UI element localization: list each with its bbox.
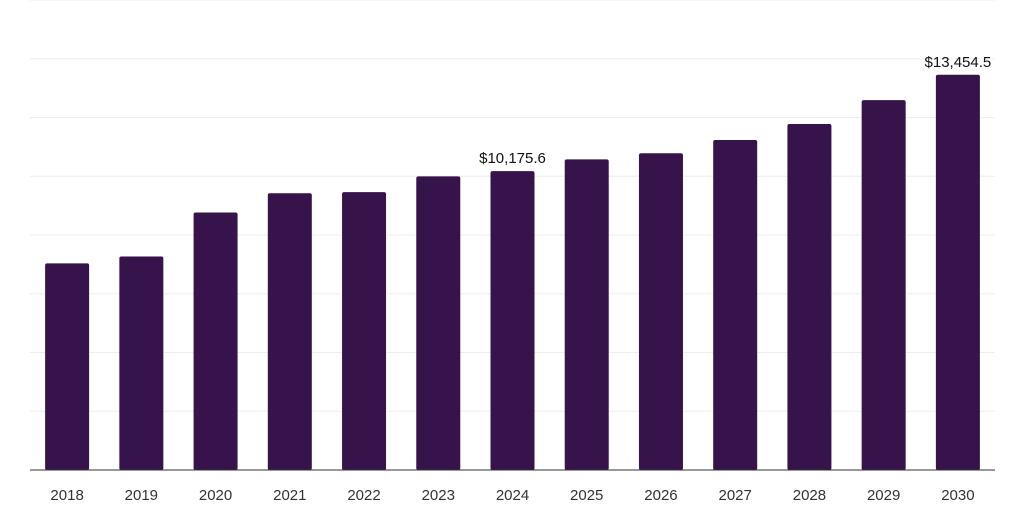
bar-2030[interactable] — [935, 74, 980, 471]
x-tick-label-2021: 2021 — [273, 487, 306, 504]
x-tick-label-2026: 2026 — [644, 487, 677, 504]
bars — [45, 74, 980, 471]
bar-2023[interactable] — [416, 176, 461, 470]
bar-2027[interactable] — [713, 140, 758, 470]
x-tick-label-2022: 2022 — [347, 487, 380, 504]
bar-2029[interactable] — [861, 100, 906, 470]
bar-2019[interactable] — [119, 256, 164, 470]
data-label-2024: $10,175.6 — [479, 150, 546, 167]
bar-2020[interactable] — [193, 212, 238, 470]
x-tick-label-2025: 2025 — [570, 487, 603, 504]
bar-2021[interactable] — [267, 193, 312, 470]
x-tick-label-2024: 2024 — [496, 487, 529, 504]
x-tick-label-2019: 2019 — [125, 487, 158, 504]
bar-2018[interactable] — [45, 263, 90, 470]
x-tick-label-2030: 2030 — [941, 487, 974, 504]
data-label-2030: $13,454.5 — [925, 54, 992, 71]
x-tick-label-2027: 2027 — [719, 487, 752, 504]
bar-2026[interactable] — [638, 153, 683, 470]
x-tick-label-2020: 2020 — [199, 487, 232, 504]
data-labels: $10,175.6 $13,454.5 — [479, 54, 991, 167]
x-tick-label-2018: 2018 — [50, 487, 83, 504]
x-axis-ticks: 2018 2019 2020 2021 2022 2023 2024 2025 2026 2027… — [50, 487, 974, 504]
x-tick-label-2029: 2029 — [867, 487, 900, 504]
bar-2022[interactable] — [342, 192, 387, 470]
bar-2024[interactable] — [490, 171, 535, 471]
x-tick-label-2023: 2023 — [422, 487, 455, 504]
bar-2025[interactable] — [564, 159, 609, 470]
x-tick-label-2028: 2028 — [793, 487, 826, 504]
bar-2028[interactable] — [787, 123, 832, 470]
